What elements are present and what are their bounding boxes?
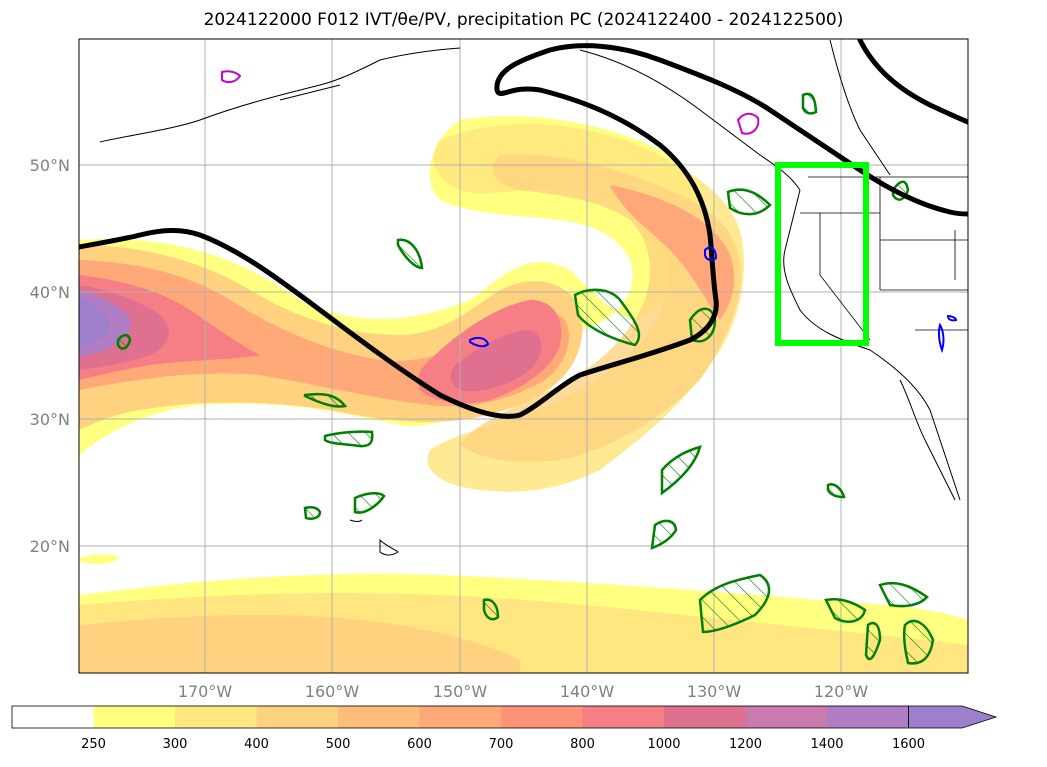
colorbar-segment — [501, 706, 583, 728]
precip-contours — [221, 70, 958, 354]
colorbar-border — [11, 705, 909, 729]
colorbar-segment — [582, 706, 664, 728]
lat-label-20n: 20°N — [30, 537, 70, 556]
map-frame — [78, 38, 969, 674]
colorbar-segment — [745, 706, 827, 728]
colorbar-tick-label: 800 — [570, 737, 595, 752]
map-contents — [79, 39, 968, 673]
colorbar-segment — [12, 706, 94, 728]
colorbar-segment — [93, 706, 175, 728]
colorbar-segment — [256, 706, 338, 728]
colorbar-segment — [664, 706, 746, 728]
colorbar-tick-label: 300 — [163, 737, 188, 752]
lon-label-150w: 150°W — [433, 682, 488, 701]
lon-label-120w: 120°W — [814, 682, 869, 701]
lon-label-130w: 130°W — [687, 682, 742, 701]
ivt-shading — [79, 116, 968, 673]
colorbar-tick-label: 1400 — [810, 737, 843, 752]
colorbar-tick-label: 1000 — [647, 737, 680, 752]
target-region-box — [775, 162, 869, 346]
pv-contours — [79, 39, 968, 419]
theta-e-contours — [116, 92, 935, 665]
colorbar-segment — [175, 706, 257, 728]
lat-label-50n: 50°N — [30, 156, 70, 175]
colorbar-segment — [827, 706, 909, 728]
colorbar-tick-label: 1200 — [729, 737, 762, 752]
lat-label-40n: 40°N — [30, 283, 70, 302]
colorbar-tick-label: 500 — [326, 737, 351, 752]
figure-title: 2024122000 F012 IVT/θe/PV, precipitation… — [203, 10, 844, 30]
colorbar-tick-label: 250 — [81, 737, 106, 752]
colorbar-tick-label: 700 — [489, 737, 514, 752]
lon-label-160w: 160°W — [305, 682, 360, 701]
colorbar-extend-arrow — [908, 705, 998, 729]
colorbar-tick-label: 600 — [407, 737, 432, 752]
lon-label-170w: 170°W — [178, 682, 233, 701]
colorbar-segment — [338, 706, 420, 728]
colorbar-segment — [419, 706, 501, 728]
lon-label-140w: 140°W — [560, 682, 615, 701]
colorbar: 250 300 400 500 600 700 800 1000 1200 1400 1600 — [11, 705, 998, 752]
colorbar-tick-label: 1600 — [892, 737, 925, 752]
colorbar-tick-label: 400 — [244, 737, 269, 752]
lat-label-30n: 30°N — [30, 410, 70, 429]
